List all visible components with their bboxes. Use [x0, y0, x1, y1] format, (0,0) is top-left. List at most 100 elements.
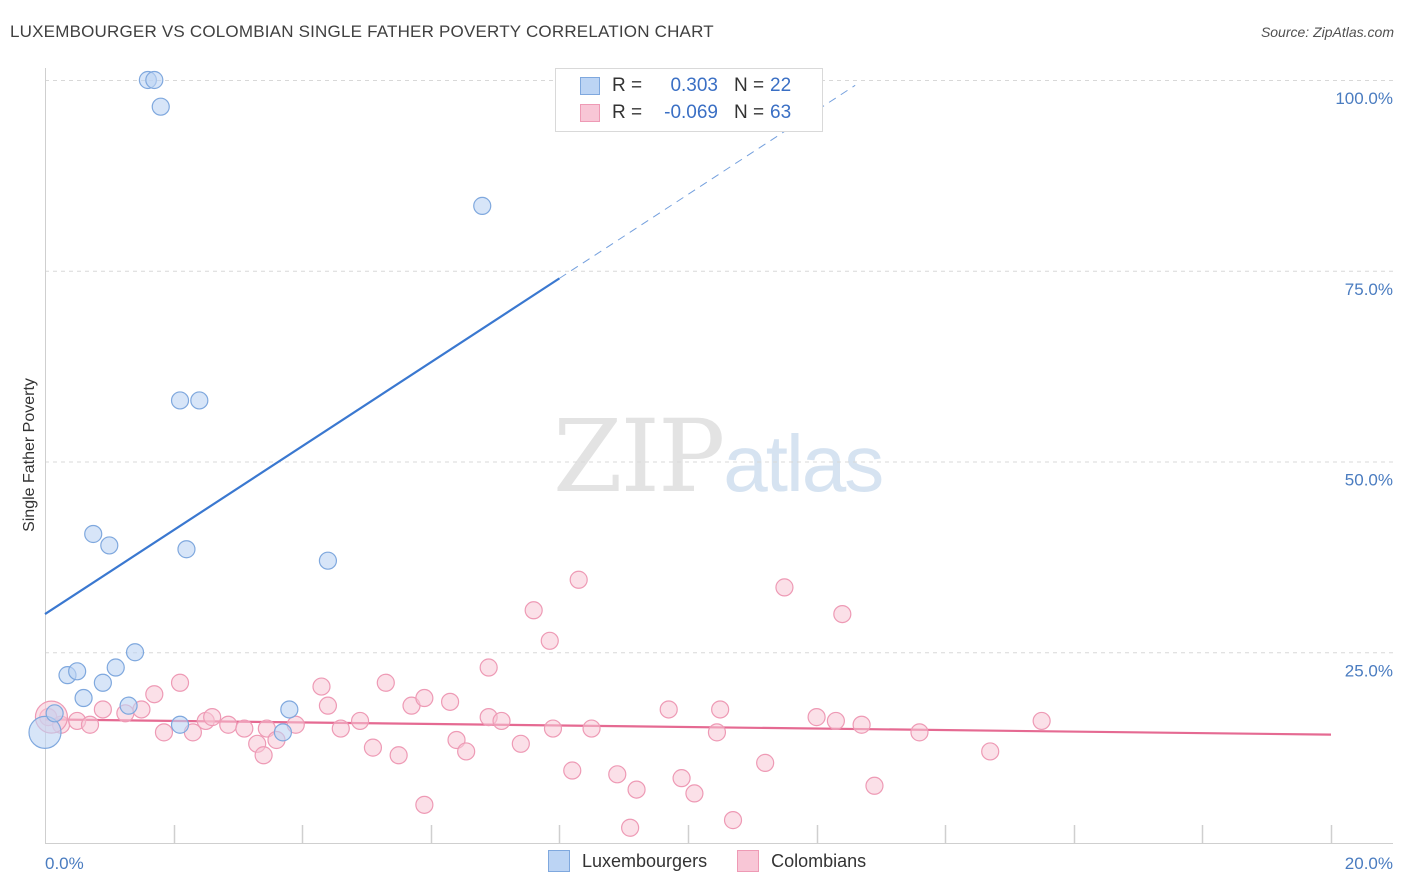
legend-swatch-colombians: [737, 850, 760, 872]
luxembourgers-trend-line: [44, 277, 561, 616]
legend-swatch-colombians: [580, 104, 600, 122]
colombians-trend-line: [44, 718, 1332, 736]
legend-row-luxembourgers: R = 0.303 N = 22: [580, 73, 791, 99]
colombians-point: [826, 711, 845, 731]
colombians-point: [235, 719, 254, 738]
luxembourgers-point: [273, 723, 293, 742]
colombians-point: [511, 734, 530, 753]
series-legend: Luxembourgers Colombians: [548, 850, 896, 872]
colombians-point: [775, 578, 794, 597]
colombians-point: [582, 719, 601, 738]
colombians-point: [363, 738, 383, 757]
legend-n-value: 63: [770, 102, 792, 123]
colombians-point: [865, 776, 884, 795]
luxembourgers-point: [190, 391, 209, 410]
legend-n-value: 22: [770, 75, 792, 96]
colombians-point: [672, 769, 691, 788]
colombians-point: [685, 784, 704, 803]
luxembourgers-point: [170, 391, 190, 410]
luxembourgers-point: [100, 536, 119, 555]
colombians-point: [910, 723, 929, 742]
colombians-point: [331, 719, 350, 738]
y-tick-label: 100.0%: [1335, 89, 1393, 108]
luxembourgers-point: [151, 97, 170, 116]
luxembourgers-point: [93, 673, 112, 692]
colombians-point: [376, 673, 395, 692]
colombians-point: [659, 700, 678, 719]
colombians-point: [627, 780, 646, 799]
legend-swatch-luxembourgers: [580, 77, 600, 95]
legend-n-label: N =: [734, 75, 765, 96]
luxembourgers-points: [28, 70, 492, 749]
luxembourgers-point: [45, 704, 64, 723]
luxembourgers-point: [68, 662, 87, 681]
correlation-legend: R = 0.303 N = 22 R = -0.069 N = 63: [555, 68, 823, 132]
legend-n-label: N =: [734, 102, 765, 123]
colombians-point: [254, 746, 273, 765]
colombians-point: [145, 685, 164, 704]
series-legend-label: Colombians: [771, 850, 867, 871]
luxembourgers-point: [318, 551, 338, 570]
trend-lines: [44, 84, 1332, 736]
series-legend-colombians[interactable]: Colombians: [737, 850, 866, 872]
x-tick-label: 20.0%: [1345, 854, 1393, 873]
source-credit: Source: ZipAtlas.com: [1260, 24, 1394, 40]
luxembourgers-point: [28, 715, 62, 749]
colombians-point: [479, 658, 498, 677]
luxembourgers-point: [125, 643, 145, 662]
series-legend-luxembourgers[interactable]: Luxembourgers: [548, 850, 707, 872]
luxembourgers-point: [145, 70, 164, 90]
colombians-point: [154, 723, 174, 742]
colombians-point: [415, 688, 434, 708]
series-legend-label: Luxembourgers: [582, 850, 708, 871]
colombians-point: [707, 723, 727, 742]
colombians-point: [219, 715, 238, 734]
legend-r-value: 0.303: [670, 75, 718, 96]
colombians-point: [543, 719, 563, 738]
luxembourgers-point: [177, 540, 196, 559]
colombians-point: [389, 746, 408, 765]
legend-r-label: R =: [612, 102, 643, 123]
colombians-point: [203, 708, 222, 727]
luxembourgers-point: [170, 715, 190, 734]
colombians-point: [852, 715, 871, 734]
colombians-point: [1032, 711, 1051, 731]
colombians-point: [563, 761, 582, 780]
chart-title: LUXEMBOURGER VS COLOMBIAN SINGLE FATHER …: [10, 22, 714, 41]
colombians-point: [318, 696, 338, 715]
legend-r-value: -0.069: [664, 102, 718, 123]
legend-swatch-luxembourgers: [548, 850, 570, 872]
watermark-zip: ZIP: [553, 398, 725, 515]
colombians-point: [807, 708, 826, 727]
colombians-point: [608, 765, 627, 784]
colombians-point: [440, 692, 460, 711]
watermark: ZIPatlas: [553, 398, 884, 515]
y-axis-label: Single Father Poverty: [21, 378, 38, 532]
colombians-point: [833, 604, 852, 624]
y-tick-label: 25.0%: [1345, 661, 1393, 680]
colombians-point: [457, 742, 476, 761]
colombians-point: [524, 601, 543, 620]
legend-r-label: R =: [612, 75, 643, 96]
luxembourgers-point: [119, 696, 138, 715]
watermark-atlas: atlas: [723, 419, 884, 508]
colombians-point: [621, 818, 640, 837]
luxembourgers-point: [280, 700, 299, 719]
colombians-point: [711, 700, 730, 719]
colombians-point: [540, 631, 559, 650]
legend-row-colombians: R = -0.069 N = 63: [580, 100, 791, 126]
gridlines: [45, 80, 1393, 654]
colombians-point: [981, 742, 1000, 761]
colombians-points: [34, 570, 1051, 837]
tick-labels: 25.0% 50.0% 75.0% 100.0% 0.0% 20.0%: [45, 89, 1393, 873]
axes: [45, 68, 1393, 844]
colombians-point: [170, 673, 190, 692]
colombians-point: [569, 570, 588, 589]
colombians-point: [492, 711, 511, 731]
colombians-point: [756, 753, 775, 772]
colombians-point: [723, 811, 743, 830]
colombians-point: [350, 711, 370, 731]
colombians-point: [93, 700, 112, 719]
luxembourgers-point: [106, 658, 125, 677]
